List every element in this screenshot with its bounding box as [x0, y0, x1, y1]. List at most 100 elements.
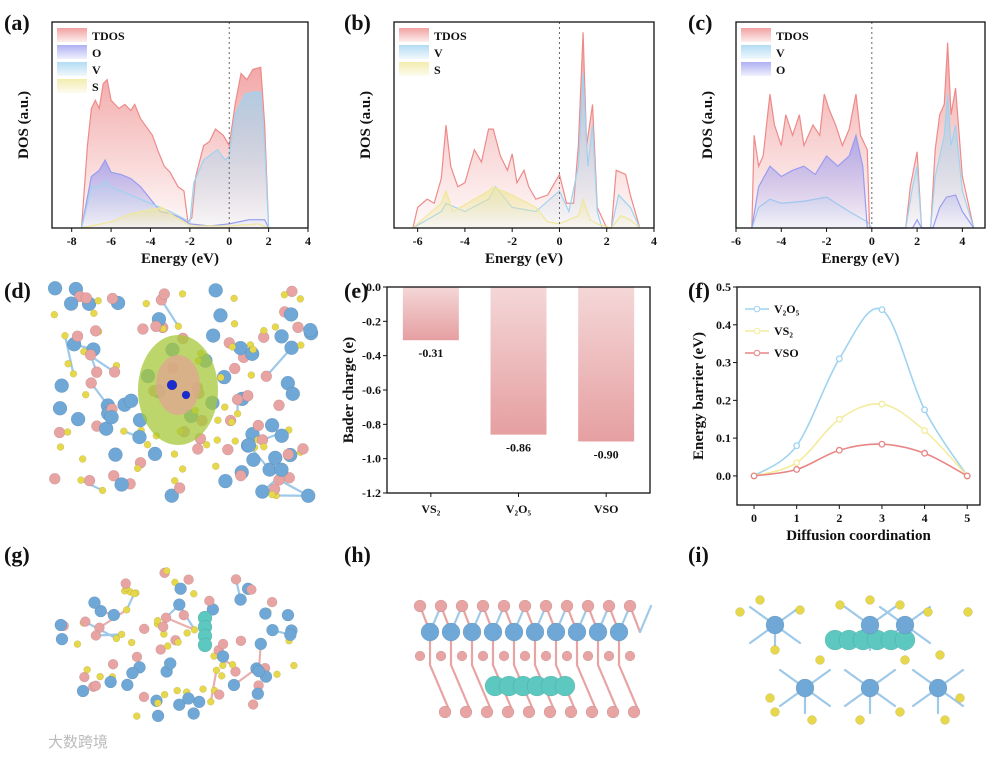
atom-s	[191, 626, 198, 633]
atom-s	[212, 463, 219, 470]
atom-s	[941, 716, 950, 725]
atom-o	[139, 692, 149, 702]
data-point	[879, 441, 885, 447]
atom-o	[436, 651, 446, 661]
atom-v	[71, 412, 85, 426]
atom-o	[91, 367, 102, 378]
data-point	[837, 416, 843, 422]
bond	[430, 665, 450, 712]
atom-v	[266, 624, 278, 636]
panel-label-c: (c)	[688, 10, 712, 35]
atom-s	[756, 596, 765, 605]
atom-v	[861, 679, 879, 697]
atom-v	[124, 394, 138, 408]
x-axis-label: Diffusion coordination	[786, 528, 931, 544]
atom-o	[253, 420, 264, 431]
atom-o	[107, 293, 118, 304]
legend-label-v: V	[92, 63, 101, 77]
atom-s	[99, 487, 106, 494]
atom-v	[463, 623, 481, 641]
atom-o	[161, 613, 171, 623]
data-point	[922, 428, 928, 434]
atom-o	[121, 579, 131, 589]
atom-o	[192, 443, 203, 454]
legend-marker	[754, 306, 760, 312]
y-axis-label: DOS (a.u.)	[358, 91, 374, 159]
atom-v	[115, 478, 129, 492]
atom-v	[255, 638, 267, 650]
atom-v	[64, 297, 78, 311]
x-tick-label: 0	[226, 234, 232, 248]
atom-o	[565, 706, 577, 718]
bond	[577, 665, 597, 712]
panel-label-g: (g)	[4, 542, 30, 567]
data-point	[879, 401, 885, 407]
y-axis-label: Energy barrier (eV)	[691, 332, 707, 460]
atom-s	[213, 667, 220, 674]
atom-s	[964, 608, 973, 617]
atom-s	[143, 300, 150, 307]
y-tick-label: -1.0	[362, 452, 381, 466]
atom-v	[766, 616, 784, 634]
atom-v	[285, 341, 299, 355]
atom-o	[81, 292, 92, 303]
atom-s	[64, 429, 71, 436]
legend-swatch-tdos	[399, 28, 429, 42]
atom-o	[415, 651, 425, 661]
x-axis-label: Energy (eV)	[822, 251, 900, 267]
atom-s	[57, 444, 64, 451]
atom-s	[856, 716, 865, 725]
y-tick-label: 0.4	[716, 318, 731, 332]
atom-v	[126, 667, 138, 679]
y-axis-label: DOS (a.u.)	[16, 91, 32, 159]
atom-s	[97, 673, 104, 680]
atom-o	[456, 600, 468, 612]
atom-o	[179, 610, 189, 620]
atom-s	[82, 391, 89, 398]
atom-o	[628, 706, 640, 718]
atom-s	[131, 590, 138, 597]
atom-s	[234, 410, 241, 417]
atom-s	[164, 642, 171, 649]
atom-o	[85, 349, 96, 360]
atom-o	[86, 377, 97, 388]
charge-density-isosurface	[156, 355, 200, 415]
atom-o	[242, 390, 253, 401]
atom-o	[214, 690, 224, 700]
atom-o	[283, 449, 294, 460]
atom-v	[610, 623, 628, 641]
atom-v	[56, 633, 68, 645]
legend-label-tdos: TDOS	[776, 29, 809, 43]
atom-v	[242, 438, 256, 452]
atom-o	[298, 443, 309, 454]
atom-s	[144, 441, 151, 448]
atom-o	[91, 631, 101, 641]
atom-o	[159, 288, 170, 299]
atom-v	[218, 474, 232, 488]
x-category-label: VS₂	[421, 502, 440, 516]
atom-s	[175, 639, 182, 646]
atom-s	[120, 428, 127, 435]
chart-e: -0.31VS₂-0.86V₂O₅-0.90VSO0.0-0.2-0.4-0.6…	[341, 280, 650, 516]
atom-o	[132, 652, 142, 662]
atom-s	[95, 297, 102, 304]
atom-o	[625, 651, 635, 661]
atom-o	[498, 600, 510, 612]
bond	[598, 665, 618, 712]
atom-v	[48, 281, 62, 295]
atom-o	[478, 651, 488, 661]
legend-swatch-o	[741, 62, 771, 76]
bar-1	[491, 287, 547, 435]
atom-v	[206, 329, 220, 343]
x-axis-label: Energy (eV)	[141, 251, 219, 267]
x-tick-label: -4	[145, 234, 155, 248]
legend-swatch-o	[57, 45, 87, 59]
atom-v	[235, 594, 247, 606]
atom-o	[267, 597, 277, 607]
atom-o	[624, 600, 636, 612]
atom-o	[261, 371, 272, 382]
x-tick-label: -4	[776, 234, 786, 248]
atom-v	[286, 387, 300, 401]
atom-s	[133, 713, 140, 720]
watermark: 大数跨境	[48, 733, 108, 751]
